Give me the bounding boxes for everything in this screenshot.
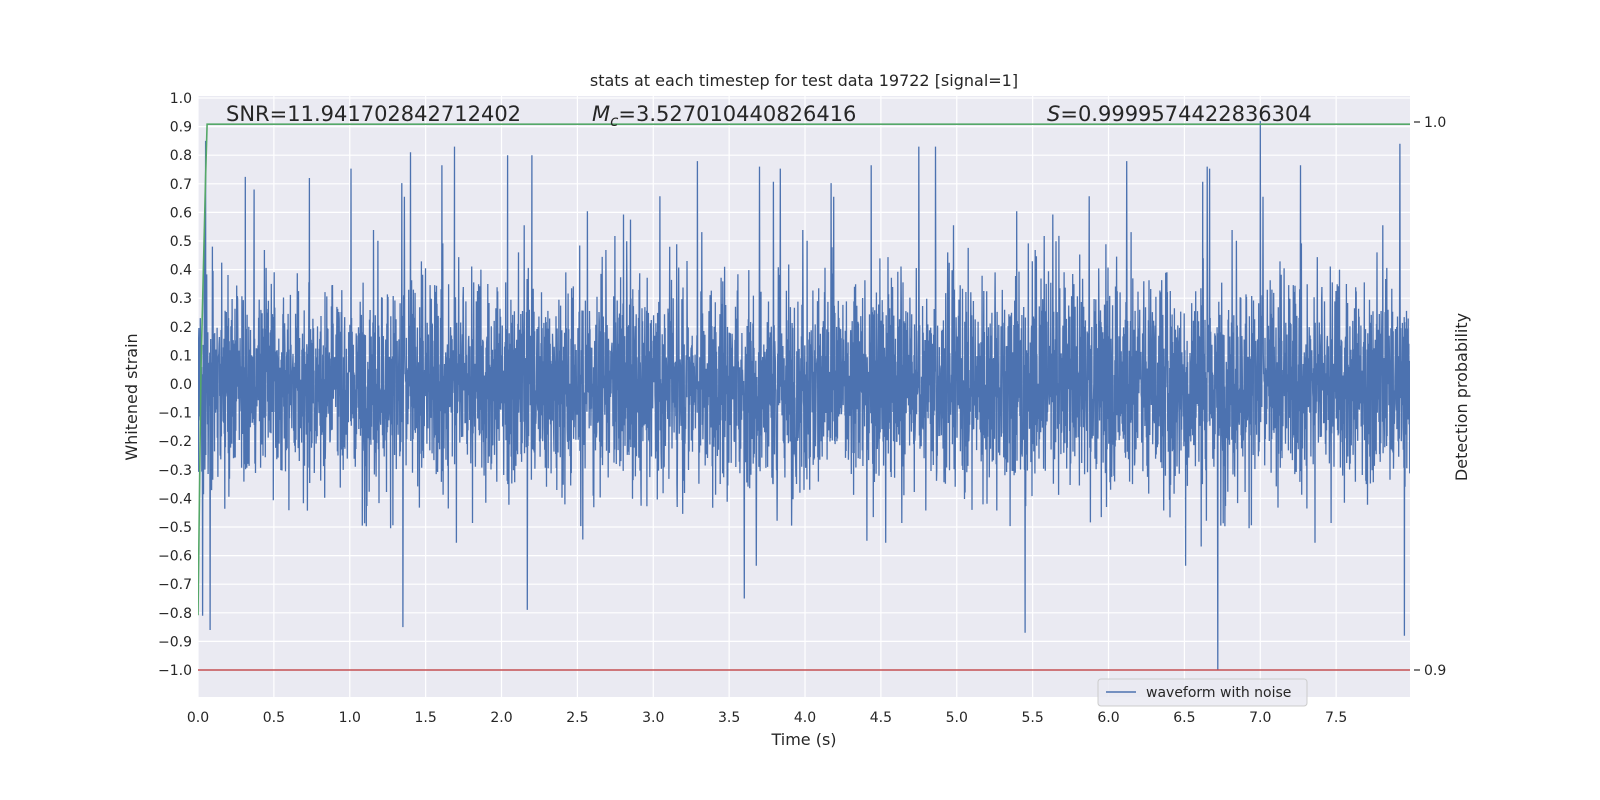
y-tick-label: −0.4 bbox=[158, 491, 192, 507]
s-symbol: S bbox=[1047, 102, 1060, 126]
x-axis-label: Time (s) bbox=[770, 730, 836, 749]
y-tick-label: −0.3 bbox=[158, 463, 192, 479]
series-line-waveform bbox=[198, 120, 1410, 671]
x-tick-label: 6.5 bbox=[1173, 710, 1195, 726]
y-tick-label: −1.0 bbox=[158, 663, 192, 679]
y-tick-label: 0.6 bbox=[170, 205, 192, 221]
y-tick-label: −0.9 bbox=[158, 634, 192, 650]
series-layer bbox=[198, 120, 1410, 671]
y-tick-label: 0.8 bbox=[170, 148, 192, 164]
y-tick-label: 0.3 bbox=[170, 291, 192, 307]
s-value: =0.9999574422836304 bbox=[1060, 102, 1311, 126]
tick-layer: 0.0 0.5 1.0 1.5 2.0 2.5 3.0 3.5 4.0 4.5 5.0 5.5 6.0 6… bbox=[158, 91, 1446, 726]
y2-tick-label: 0.9 bbox=[1424, 663, 1446, 679]
x-tick-label: 2.0 bbox=[490, 710, 512, 726]
y-axis-label: Whitened strain bbox=[122, 333, 141, 460]
legend: waveform with noise bbox=[1097, 678, 1308, 707]
x-tick-label: 0.0 bbox=[187, 710, 209, 726]
x-tick-label: 1.5 bbox=[414, 710, 436, 726]
y-tick-label: 1.0 bbox=[170, 91, 192, 107]
y-tick-label: −0.2 bbox=[158, 434, 192, 450]
x-tick-label: 4.5 bbox=[870, 710, 892, 726]
y-tick-label: −0.6 bbox=[158, 549, 192, 565]
y-tick-label: 0.7 bbox=[170, 177, 192, 193]
x-tick-label: 6.0 bbox=[1097, 710, 1119, 726]
snr-annotation: SNR=11.941702842712402 bbox=[226, 102, 521, 126]
x-tick-label: 7.5 bbox=[1325, 710, 1347, 726]
y-tick-label: −0.1 bbox=[158, 406, 192, 422]
legend-box bbox=[1097, 678, 1308, 707]
series-line-detection-probability bbox=[198, 123, 1410, 616]
x-tick-label: 7.0 bbox=[1249, 710, 1271, 726]
x-tick-label: 4.0 bbox=[794, 710, 816, 726]
y-tick-label: 0.4 bbox=[170, 263, 192, 279]
x-tick-label: 3.0 bbox=[642, 710, 664, 726]
x-tick-label: 1.0 bbox=[339, 710, 361, 726]
x-tick-label: 2.5 bbox=[566, 710, 588, 726]
y-tick-label: −0.8 bbox=[158, 606, 192, 622]
chirp-mass-value: =3.527010440826416 bbox=[618, 102, 856, 126]
chirp-mass-symbol: M bbox=[592, 102, 610, 126]
x-tick-label: 5.0 bbox=[946, 710, 968, 726]
legend-label-waveform: waveform with noise bbox=[1146, 685, 1291, 701]
x-tick-label: 3.5 bbox=[718, 710, 740, 726]
y-tick-label: −0.5 bbox=[158, 520, 192, 536]
y2-axis-label: Detection probability bbox=[1452, 313, 1471, 481]
y2-tick-label: 1.0 bbox=[1424, 115, 1446, 131]
x-tick-label: 5.5 bbox=[1022, 710, 1044, 726]
chirp-mass-subscript: c bbox=[610, 112, 619, 130]
y-tick-label: 0.2 bbox=[170, 320, 192, 336]
chirp-mass-annotation: Mc=3.527010440826416 bbox=[592, 102, 856, 130]
y-tick-label: 0.5 bbox=[170, 234, 192, 250]
y-tick-label: 0.1 bbox=[170, 348, 192, 364]
y-tick-label: 0.0 bbox=[170, 377, 192, 393]
s-annotation: S=0.9999574422836304 bbox=[1047, 102, 1312, 126]
chart-title: stats at each timestep for test data 197… bbox=[590, 71, 1018, 90]
y-tick-label: 0.9 bbox=[170, 120, 192, 136]
y-tick-label: −0.7 bbox=[158, 577, 192, 593]
x-tick-label: 0.5 bbox=[263, 710, 285, 726]
